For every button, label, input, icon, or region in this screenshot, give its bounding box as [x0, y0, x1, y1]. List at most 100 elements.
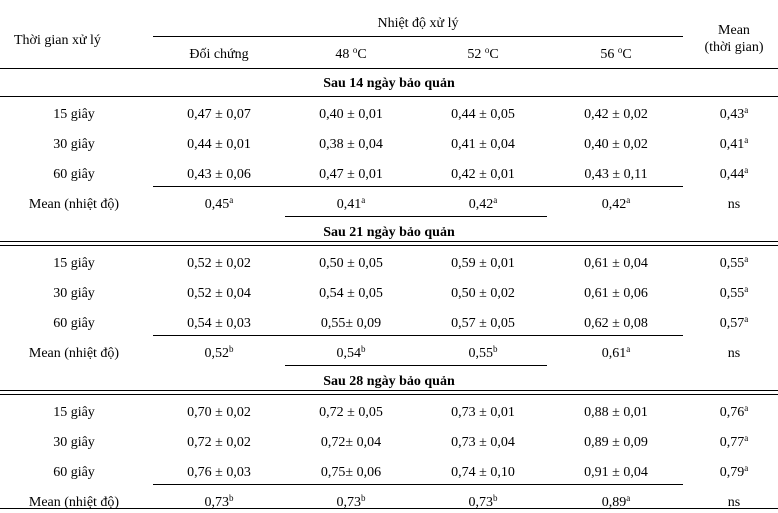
- table-cell: 0,38 ± 0,04: [319, 137, 383, 152]
- row-mean-letter: a: [744, 284, 749, 294]
- temperature-group-underline: [153, 36, 683, 37]
- row-mean-letter: a: [744, 403, 749, 413]
- table-cell: 0,50 ± 0,05: [319, 256, 383, 271]
- row-label: 60 giây: [53, 316, 95, 331]
- table-cell: 0,74 ± 0,10: [451, 465, 515, 480]
- time-column-header: Thời gian xử lý: [14, 33, 101, 48]
- mean-temperature-value: 0,42: [468, 197, 494, 212]
- mean-temperature-letter: b: [493, 493, 498, 503]
- mean-temperature-letter: a: [229, 195, 234, 205]
- mean-temperature-letter: a: [626, 195, 631, 205]
- mean-temperature-letter: b: [229, 344, 234, 354]
- mean-temperature-letter: a: [626, 493, 631, 503]
- mean-temperature-cell: 0,89a: [549, 493, 683, 511]
- mean-temperature-cell: 0,42a: [417, 195, 549, 213]
- table-cell: 0,88 ± 0,01: [584, 405, 648, 420]
- table-cell: 0,72 ± 0,02: [187, 435, 251, 450]
- row-mean-letter: a: [744, 433, 749, 443]
- mean-temperature-value: 0,73: [468, 495, 494, 510]
- section-title-rule: [0, 245, 778, 246]
- column-header-52c: 52 oC: [467, 45, 499, 63]
- mean-time-header-line2: (thời gian): [704, 40, 764, 55]
- mean-temperature-cell: 0,54b: [285, 344, 417, 362]
- row-mean-cell: 0,55a: [690, 254, 778, 272]
- mean-time-header-line1: Mean: [718, 23, 750, 38]
- row-mean-cell: 0,44a: [690, 166, 778, 183]
- row-mean-letter: a: [744, 314, 749, 324]
- row-mean-value: 0,55: [719, 286, 745, 301]
- header-bottom-rule: [0, 68, 778, 69]
- temperature-group-header: Nhiệt độ xử lý: [377, 16, 459, 31]
- row-mean-letter: a: [744, 254, 749, 264]
- table-cell: 0,42 ± 0,01: [451, 167, 515, 182]
- table-cell: 0,43 ± 0,06: [187, 167, 251, 182]
- row-label: 30 giây: [53, 286, 95, 301]
- rows-bottom-rule: [153, 186, 683, 187]
- table-cell: 0,54 ± 0,05: [319, 286, 383, 301]
- table-cell: 0,91 ± 0,04: [584, 465, 648, 480]
- row-label: 15 giây: [53, 256, 95, 271]
- column-header-control: Đối chứng: [189, 47, 249, 62]
- row-label: 30 giây: [53, 137, 95, 152]
- table-cell: 0,89 ± 0,09: [584, 435, 648, 450]
- row-mean-cell: 0,43a: [690, 106, 778, 123]
- row-mean-letter: a: [744, 463, 749, 473]
- mean-temperature-value: 0,61: [601, 346, 627, 361]
- mean-temperature-cell: 0,41a: [285, 195, 417, 213]
- column-header-56c: 56 oC: [600, 45, 632, 63]
- mean-temperature-letter: a: [361, 195, 366, 205]
- mean-values-underline: [285, 216, 547, 217]
- row-mean-value: 0,79: [719, 465, 745, 480]
- row-label: 60 giây: [53, 465, 95, 480]
- mean-temperature-letter: a: [493, 195, 498, 205]
- mean-temperature-cell: 0,42a: [549, 195, 683, 213]
- mean-temperature-letter: b: [361, 344, 366, 354]
- mean-values-underline: [285, 365, 547, 366]
- section-title-rule: [0, 96, 778, 97]
- mean-temperature-cell: 0,73b: [417, 493, 549, 511]
- rows-bottom-rule: [153, 335, 683, 336]
- section-title: Sau 28 ngày bảo quản: [323, 374, 455, 389]
- table-cell: 0,72 ± 0,05: [319, 405, 383, 420]
- mean-temperature-letter: a: [626, 344, 631, 354]
- table-cell: 0,42 ± 0,02: [584, 107, 648, 122]
- row-mean-value: 0,43: [719, 107, 745, 122]
- mean-temperature-value: 0,42: [601, 197, 627, 212]
- mean-temperature-value: 0,52: [204, 346, 230, 361]
- mean-temperature-label: Mean (nhiệt độ): [28, 197, 120, 212]
- table-cell: 0,44 ± 0,05: [451, 107, 515, 122]
- table-cell: 0,50 ± 0,02: [451, 286, 515, 301]
- table-cell: 0,43 ± 0,11: [584, 167, 648, 182]
- row-mean-cell: 0,57a: [690, 314, 778, 332]
- section-title: Sau 14 ngày bảo quản: [323, 76, 455, 91]
- table-cell: 0,72± 0,04: [320, 435, 382, 450]
- table-cell: 0,52 ± 0,04: [187, 286, 251, 301]
- section-bottom-rule: [0, 508, 778, 509]
- row-mean-value: 0,76: [719, 405, 745, 420]
- mean-temperature-cell: 0,45a: [153, 195, 285, 213]
- table-cell: 0,40 ± 0,01: [319, 107, 383, 122]
- table-cell: 0,54 ± 0,03: [187, 316, 251, 331]
- table-cell: 0,44 ± 0,01: [187, 137, 251, 152]
- row-mean-cell: 0,76a: [690, 403, 778, 421]
- row-mean-value: 0,44: [719, 167, 745, 182]
- mean-temperature-value: 0,73: [204, 495, 230, 510]
- mean-temperature-cell: 0,73b: [285, 493, 417, 511]
- section-bottom-rule: [0, 390, 778, 391]
- mean-temperature-letter: b: [493, 344, 498, 354]
- mean-temperature-cell: 0,73b: [153, 494, 285, 511]
- table-cell: 0,70 ± 0,02: [187, 405, 251, 420]
- section-bottom-rule: [0, 241, 778, 242]
- section-title-rule: [0, 394, 778, 395]
- mean-temperature-value: 0,73: [336, 495, 362, 510]
- mean-temperature-cell: 0,55b: [417, 344, 549, 362]
- row-mean-cell: 0,79a: [690, 463, 778, 481]
- row-mean-value: 0,55: [719, 256, 745, 271]
- mean-temperature-value: 0,54: [336, 346, 362, 361]
- mean-temperature-letter: b: [361, 493, 366, 503]
- rows-bottom-rule: [153, 484, 683, 485]
- section-title: Sau 21 ngày bảo quản: [323, 225, 455, 240]
- row-mean-cell: 0,41a: [690, 136, 778, 153]
- mean-temperature-value: 0,55: [468, 346, 494, 361]
- mean-temperature-ns: ns: [727, 346, 741, 361]
